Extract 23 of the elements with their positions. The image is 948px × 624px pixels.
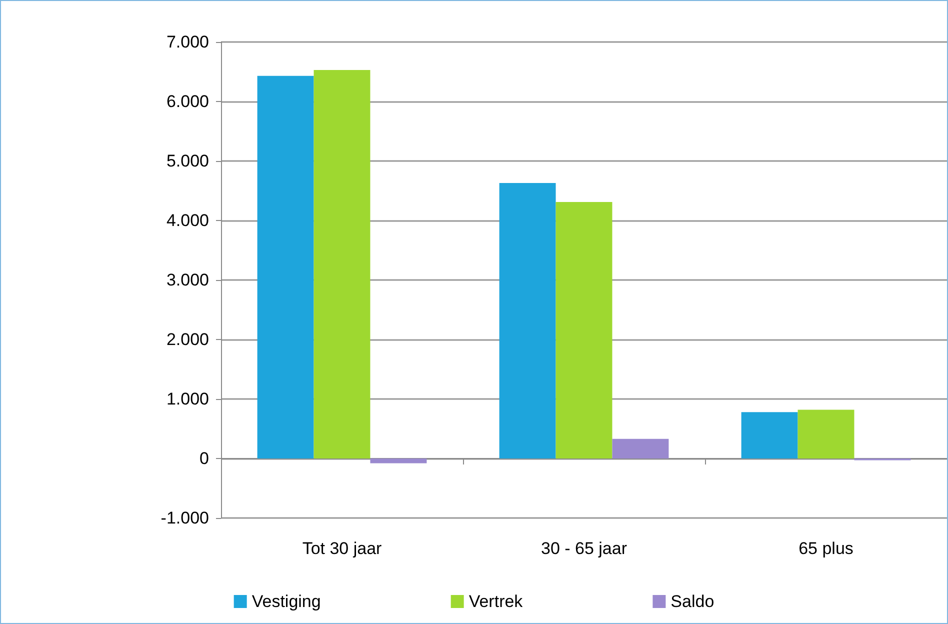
x-tick-label: Tot 30 jaar [302,539,382,558]
y-tick-label: 3.000 [166,270,209,290]
bar [612,438,669,458]
bar [798,410,854,458]
bar [556,202,612,458]
legend-label: Saldo [670,592,714,611]
y-tick-label: 6.000 [166,92,209,111]
legend-label: Vertrek [468,592,524,611]
x-tick-label: 65 plus [798,539,854,558]
y-tick-label: -1.000 [160,508,209,528]
y-tick-label: 0 [200,449,209,468]
bar [741,412,798,458]
y-tick-label: 4.000 [166,211,209,230]
x-tick-label: 30 - 65 jaar [541,539,628,558]
y-tick-label: 7.000 [166,32,209,52]
bar [499,183,556,458]
y-tick-label: 2.000 [166,330,209,349]
legend-label: Vestiging [252,592,321,611]
bar [314,70,370,458]
y-tick-label: 1.000 [166,390,209,408]
bar [370,458,427,464]
y-tick-label: 5.000 [166,152,209,170]
bar [257,76,314,458]
